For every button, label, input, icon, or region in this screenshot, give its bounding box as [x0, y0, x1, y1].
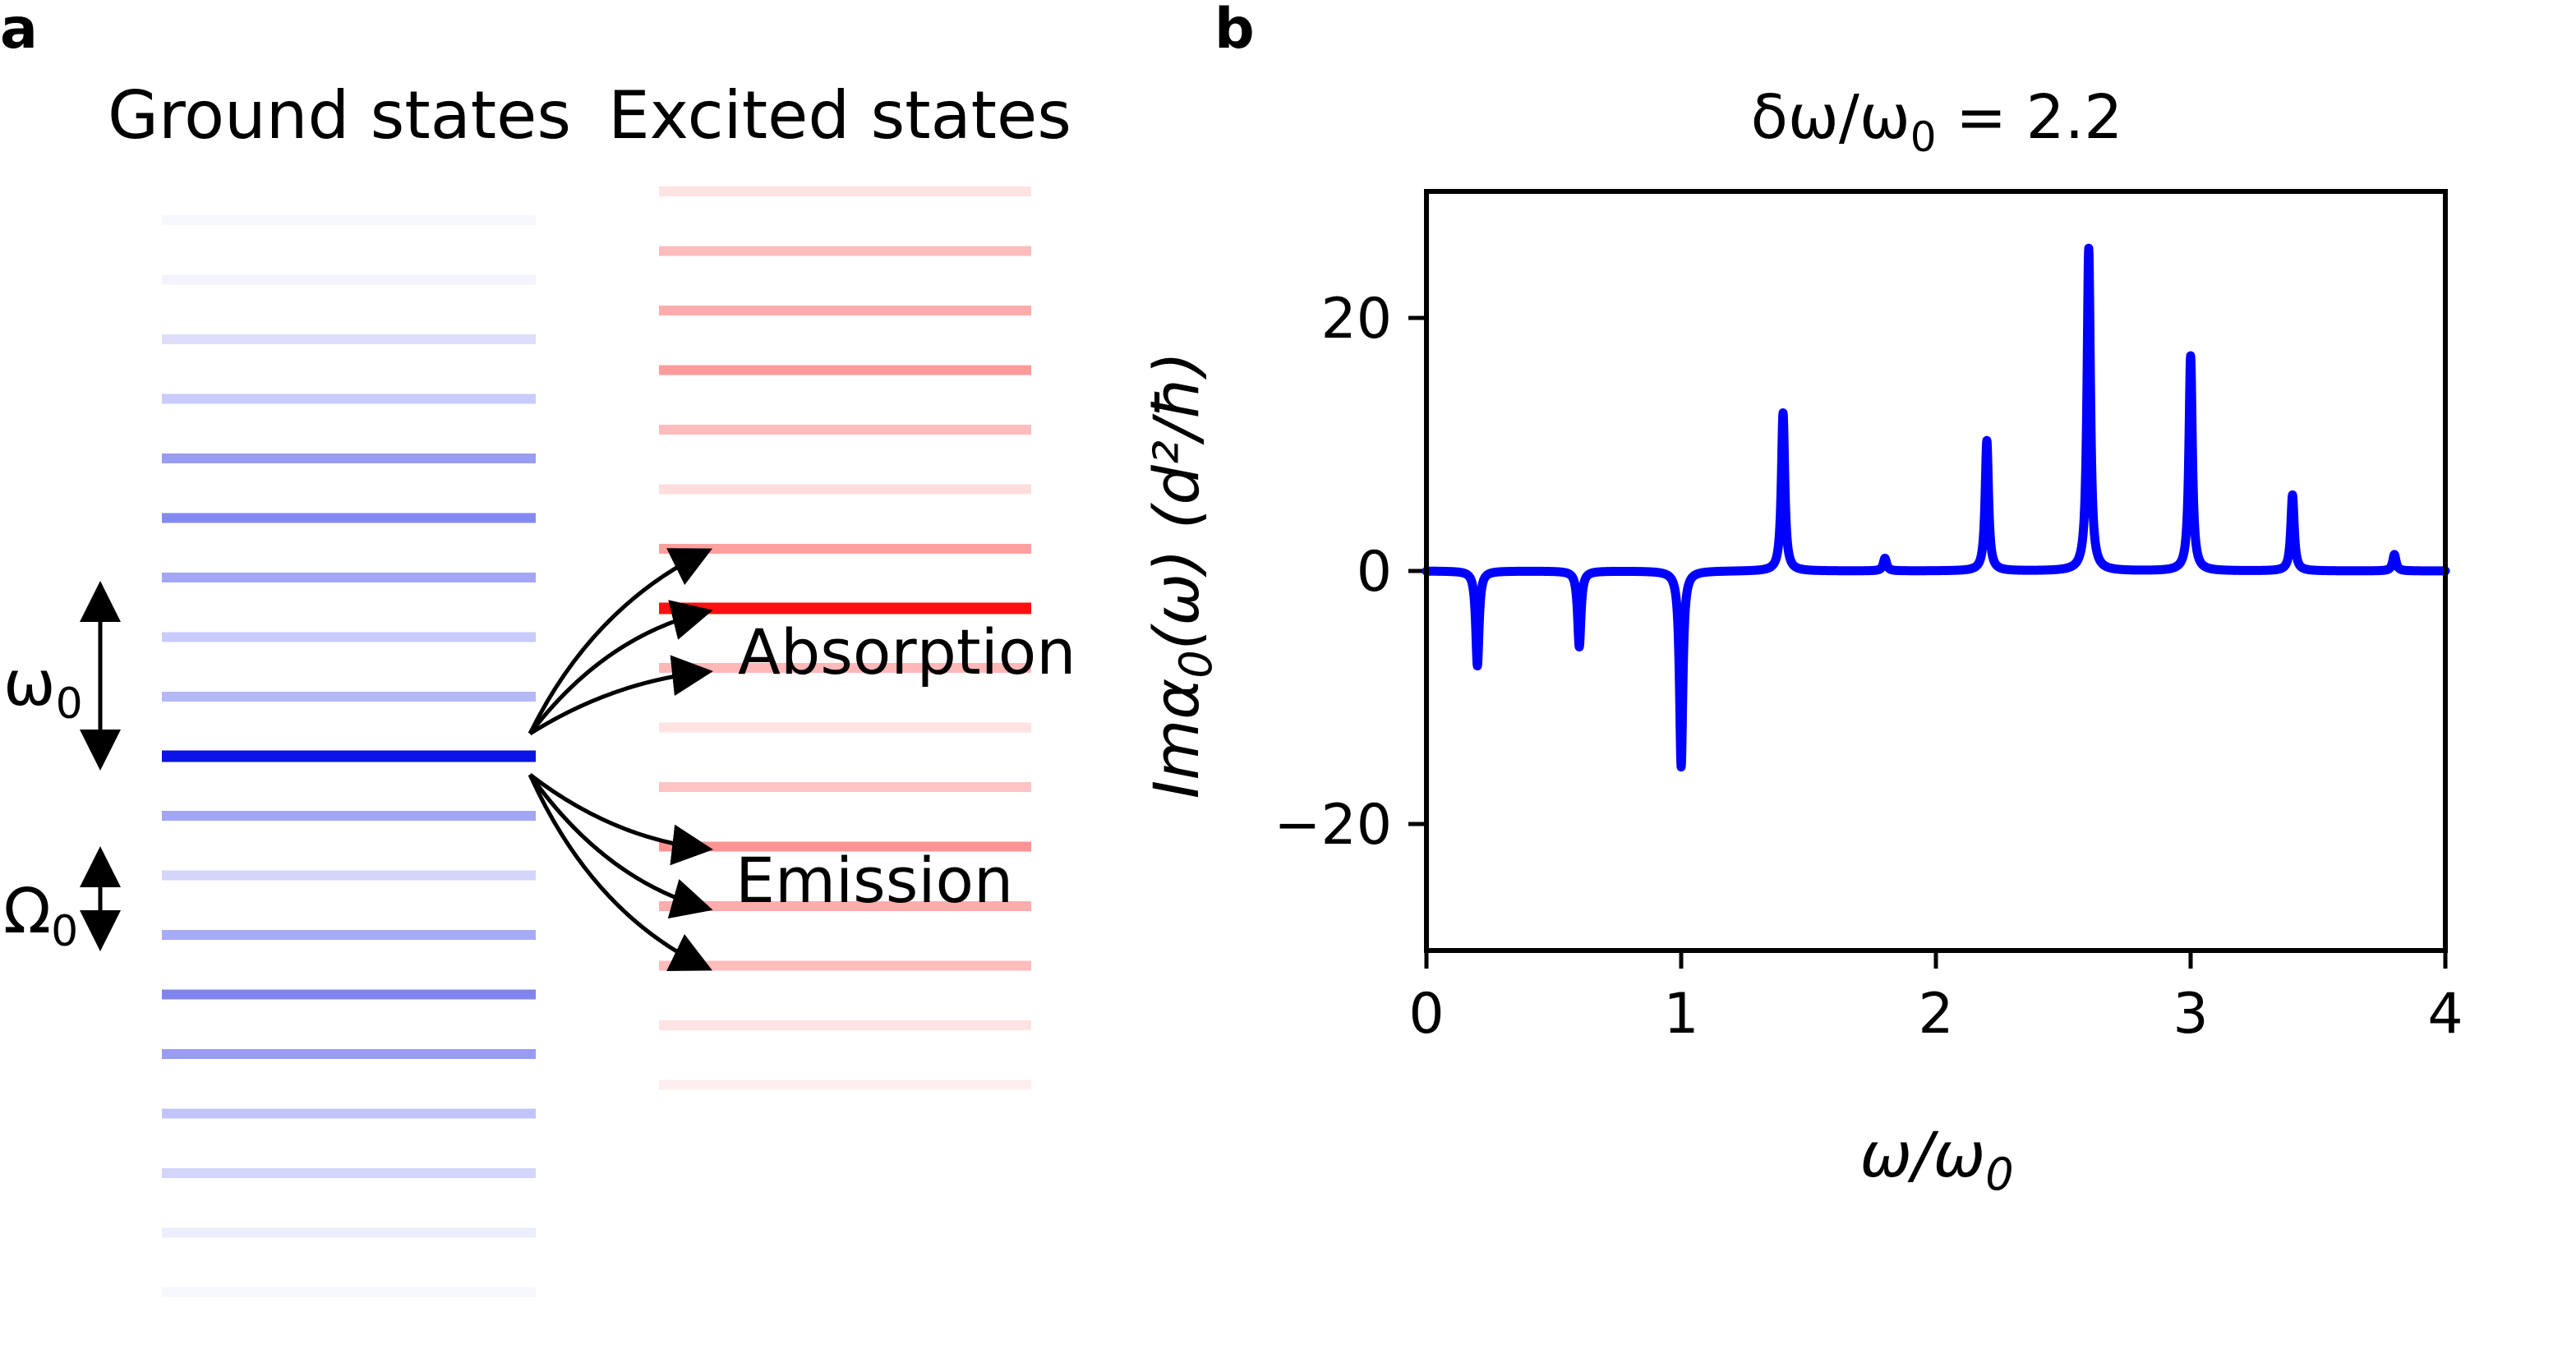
emission-arrows — [528, 773, 713, 972]
absorption-arrows — [528, 548, 713, 736]
ground-levels — [162, 274, 536, 1238]
emission-label: Emission — [735, 844, 1013, 917]
x-axis-label: ω/ω0 — [1859, 1118, 2013, 1200]
panel-label-a: a — [0, 0, 38, 62]
omega-label: ω0 — [3, 647, 83, 729]
x-tick-label: 4 — [2427, 982, 2463, 1047]
emission-arrow-2 — [528, 773, 713, 919]
series-line — [1422, 243, 2450, 772]
emission-arrow-3 — [528, 773, 712, 972]
excited-states-title: Excited states — [608, 77, 1071, 154]
absorption-arrow-3 — [528, 655, 713, 736]
panel-label-b: b — [1214, 0, 1255, 62]
absorption-arrow-1 — [528, 548, 712, 735]
Omega-label: Ω0 — [3, 874, 78, 956]
chart-axes: 0 1 2 3 4 −20 0 20 — [1274, 287, 2463, 1047]
absorption-label: Absorption — [738, 615, 1076, 688]
emission-arrow-1 — [528, 773, 713, 866]
x-tick-label: 2 — [1918, 982, 1953, 1047]
plot-frame — [1424, 189, 2448, 953]
y-tick-label: −20 — [1274, 793, 1392, 858]
excited-levels — [659, 186, 1031, 1090]
y-tick-label: 20 — [1320, 287, 1392, 352]
chart-title: δω/ω0 = 2.2 — [1751, 82, 2123, 161]
ground-states-title: Ground states — [108, 77, 571, 154]
x-tick-label: 3 — [2173, 982, 2208, 1047]
x-tick-label: 1 — [1663, 982, 1698, 1047]
x-tick-label: 0 — [1408, 982, 1444, 1047]
absorption-arrow-2 — [528, 600, 713, 735]
y-tick-label: 0 — [1357, 540, 1392, 605]
y-axis-label: Imα0(ω) (d²/ħ) — [1140, 352, 1222, 799]
